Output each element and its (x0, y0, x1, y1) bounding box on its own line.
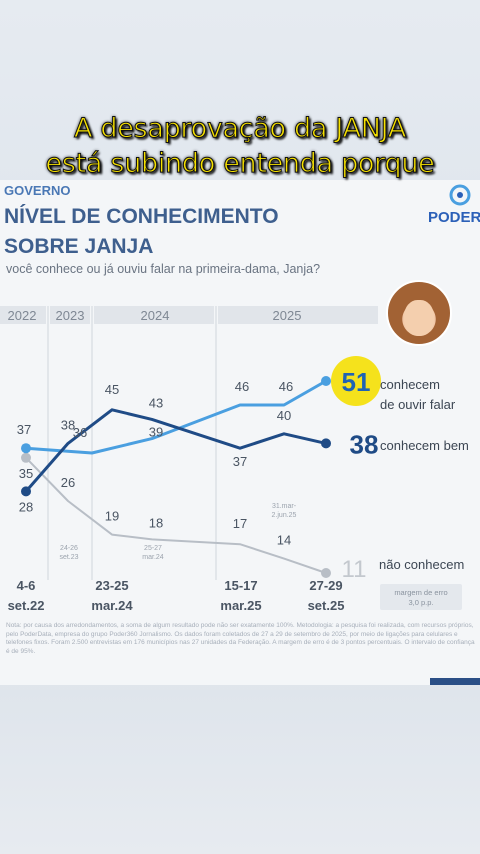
data-point (21, 486, 31, 497)
data-label: 35 (19, 466, 33, 481)
x-label-top: 23-25 (95, 578, 128, 593)
highlight-circle (331, 356, 381, 406)
poder-logo-icon (449, 184, 471, 206)
source-badge (430, 678, 480, 685)
x-label-top: 27-29 (309, 578, 342, 593)
data-label: 45 (105, 382, 119, 397)
poder-logo-text: PODER (428, 209, 480, 226)
annotation: set.23 (59, 554, 78, 561)
legend-ouvir-falar-line1: conhecem (380, 377, 440, 392)
margin-note-line2: 3,0 p.p. (408, 598, 433, 607)
data-point (321, 438, 331, 449)
series-line (25, 457, 327, 574)
data-label: 14 (277, 533, 291, 548)
chart-title-line2: SOBRE JANJA (4, 235, 154, 258)
background-bottom (0, 690, 480, 854)
data-label: 39 (149, 425, 163, 440)
section-label: GOVERNO (4, 183, 71, 198)
year-label: 2023 (56, 308, 85, 323)
legend-conhecem-bem: conhecem bem (380, 438, 469, 453)
data-label: 19 (105, 509, 119, 524)
data-label: 38 (61, 417, 75, 432)
x-label-bottom: set.22 (8, 598, 45, 613)
x-label-bottom: mar.24 (91, 598, 133, 613)
data-point (321, 376, 331, 386)
x-label-bottom: set.25 (308, 598, 345, 613)
annotation: 24-26 (60, 545, 78, 552)
margin-note-line1: margem de erro (394, 588, 447, 597)
data-label: 37 (17, 422, 31, 437)
data-label: 40 (277, 408, 291, 423)
series-line (25, 379, 327, 455)
series-line (24, 408, 327, 493)
data-label: 11 (342, 556, 367, 583)
data-label: 51 (342, 367, 371, 397)
chart-title-line1: NÍVEL DE CONHECIMENTO (4, 205, 279, 228)
annotation: 31.mar- (272, 503, 297, 510)
data-label: 36 (73, 425, 87, 440)
x-label-bottom: mar.25 (220, 598, 261, 613)
data-label: 46 (235, 379, 249, 394)
survey-question: você conhece ou já ouviu falar na primei… (6, 262, 321, 276)
annotation: 2.jun.25 (272, 512, 297, 519)
data-label: 37 (233, 454, 247, 469)
background-top (0, 0, 480, 190)
data-label: 43 (149, 395, 163, 410)
data-label: 38 (350, 429, 379, 459)
year-label: 2025 (273, 308, 302, 323)
x-label-top: 4-6 (17, 578, 36, 593)
data-label: 28 (19, 499, 33, 514)
year-label: 2022 (8, 308, 37, 323)
footnote: Nota: por causa dos arredondamentos, a s… (6, 622, 475, 655)
legend-ouvir-falar-line2: de ouvir falar (380, 397, 456, 412)
data-point (21, 452, 31, 463)
year-label: 2024 (141, 308, 170, 323)
annotation: 25-27 (144, 545, 162, 552)
data-label: 26 (61, 475, 75, 490)
legend-nao-conhecem: não conhecem (379, 557, 464, 572)
caption-line2: está subindo entenda porque (45, 148, 435, 180)
caption-line1: A desaprovação da JANJA (73, 113, 407, 145)
avatar (386, 280, 452, 346)
data-point (321, 568, 331, 578)
x-label-top: 15-17 (224, 578, 257, 593)
annotation: mar.24 (142, 554, 164, 561)
data-label: 46 (279, 379, 293, 394)
data-point (21, 443, 31, 454)
data-label: 17 (233, 516, 247, 531)
data-label: 18 (149, 515, 163, 530)
